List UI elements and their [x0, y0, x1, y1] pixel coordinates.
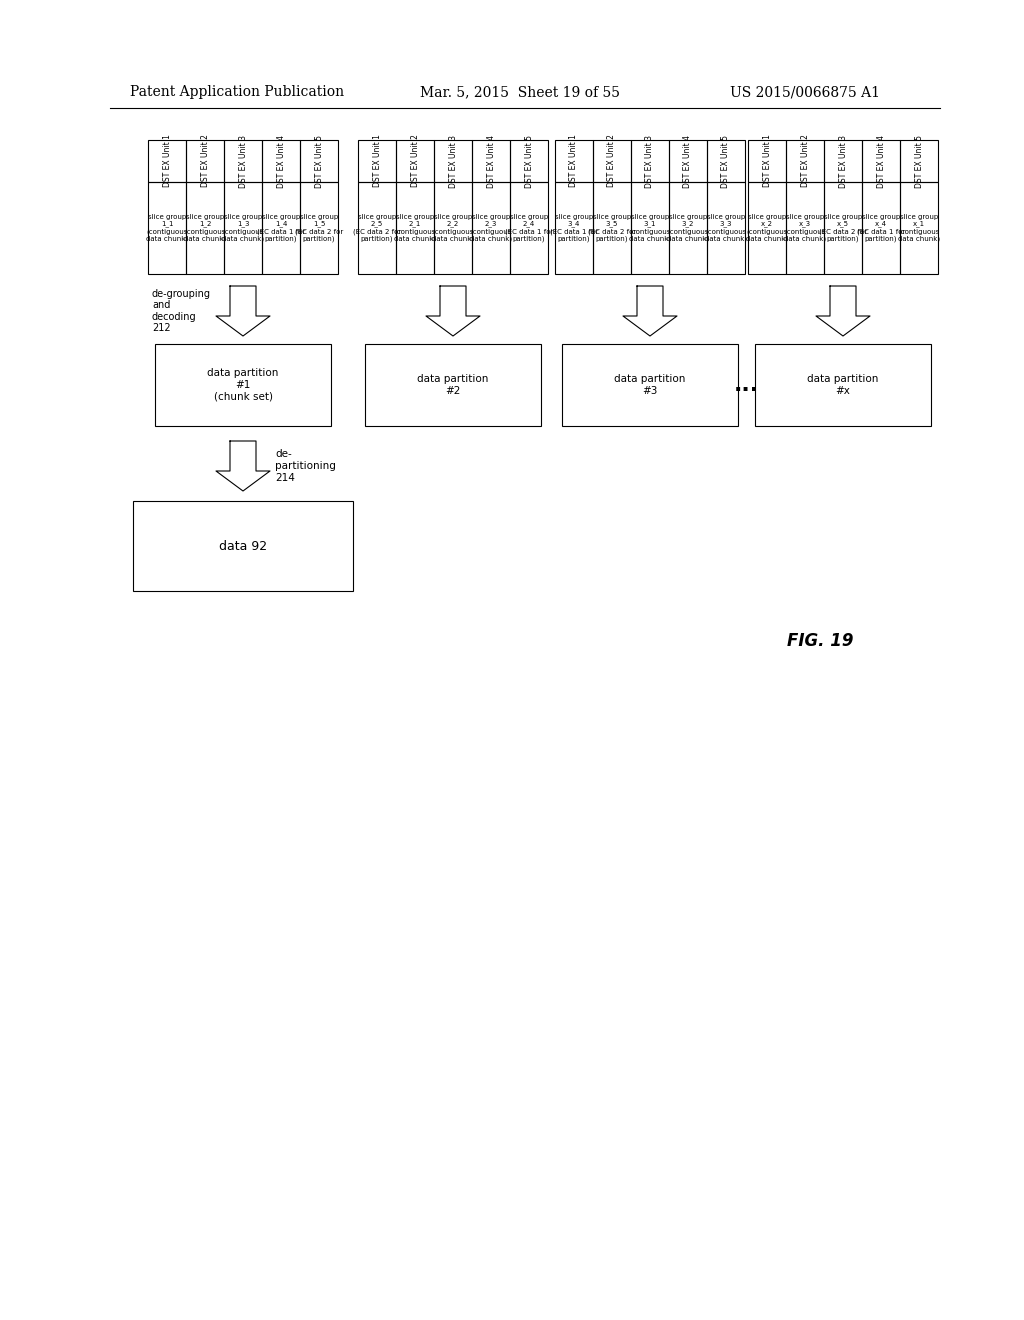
- Text: DST EX Unit 5: DST EX Unit 5: [914, 135, 924, 187]
- Bar: [300, 182, 338, 275]
- Text: slice group
2_3
(contiguous
data chunk): slice group 2_3 (contiguous data chunk): [470, 214, 512, 243]
- Text: slice group
2_1
(contiguous
data chunk): slice group 2_1 (contiguous data chunk): [394, 214, 436, 243]
- Text: slice group
3_4
(EC data 1 for
partition): slice group 3_4 (EC data 1 for partition…: [550, 214, 598, 243]
- Bar: [186, 182, 224, 275]
- Text: DST EX Unit 3: DST EX Unit 3: [449, 135, 458, 187]
- Text: slice group
x_4
(EC data 1 for
partition): slice group x_4 (EC data 1 for partition…: [857, 214, 905, 243]
- Text: slice group
1_1
(contiguous
data chunk): slice group 1_1 (contiguous data chunk): [146, 214, 188, 243]
- Bar: [155, 345, 331, 426]
- Text: slice group
1_4
(EC data 1 for
partition): slice group 1_4 (EC data 1 for partition…: [257, 214, 305, 243]
- Text: DST EX Unit 1: DST EX Unit 1: [763, 135, 771, 187]
- Bar: [148, 182, 186, 275]
- Text: slice group
2_4
(EC data 1 for
partition): slice group 2_4 (EC data 1 for partition…: [505, 214, 553, 243]
- Text: FIG. 19: FIG. 19: [786, 632, 853, 649]
- Bar: [358, 182, 396, 275]
- Text: slice group
x_3
(contiguous
data chunk): slice group x_3 (contiguous data chunk): [784, 214, 826, 243]
- Text: DST EX Unit 3: DST EX Unit 3: [839, 135, 848, 187]
- Text: data partition
#1
(chunk set): data partition #1 (chunk set): [207, 368, 279, 401]
- Text: slice group
3_1
(contiguous
data chunk): slice group 3_1 (contiguous data chunk): [629, 214, 671, 243]
- Bar: [707, 182, 745, 275]
- Bar: [396, 140, 434, 182]
- Text: slice group
1_3
(contiguous
data chunk): slice group 1_3 (contiguous data chunk): [222, 214, 264, 243]
- Bar: [593, 140, 631, 182]
- Text: data partition
#2: data partition #2: [418, 374, 488, 396]
- Bar: [786, 182, 824, 275]
- Text: DST EX Unit 2: DST EX Unit 2: [607, 135, 616, 187]
- Bar: [900, 140, 938, 182]
- Text: DST EX Unit 1: DST EX Unit 1: [373, 135, 382, 187]
- Bar: [186, 140, 224, 182]
- Text: slice group
x_1
(contiguous
data chunk): slice group x_1 (contiguous data chunk): [898, 214, 940, 243]
- Text: DST EX Unit 2: DST EX Unit 2: [411, 135, 420, 187]
- Text: Mar. 5, 2015  Sheet 19 of 55: Mar. 5, 2015 Sheet 19 of 55: [420, 84, 620, 99]
- Bar: [148, 140, 186, 182]
- Text: slice group
2_2
(contiguous
data chunk): slice group 2_2 (contiguous data chunk): [432, 214, 474, 243]
- Bar: [472, 140, 510, 182]
- Bar: [262, 182, 300, 275]
- Text: DST EX Unit 3: DST EX Unit 3: [645, 135, 654, 187]
- Text: slice group
3_2
(contiguous
data chunk): slice group 3_2 (contiguous data chunk): [667, 214, 709, 243]
- Text: US 2015/0066875 A1: US 2015/0066875 A1: [730, 84, 880, 99]
- Bar: [755, 345, 931, 426]
- Bar: [365, 345, 541, 426]
- Bar: [748, 140, 786, 182]
- Bar: [786, 140, 824, 182]
- Bar: [862, 182, 900, 275]
- Bar: [631, 182, 669, 275]
- Bar: [824, 140, 862, 182]
- Text: data partition
#x: data partition #x: [807, 374, 879, 396]
- Bar: [472, 182, 510, 275]
- Bar: [300, 140, 338, 182]
- Bar: [224, 140, 262, 182]
- Text: DST EX Unit 5: DST EX Unit 5: [722, 135, 730, 187]
- Bar: [510, 182, 548, 275]
- Bar: [669, 140, 707, 182]
- Text: slice group
x_5
(EC data 2 for
partition): slice group x_5 (EC data 2 for partition…: [819, 214, 867, 243]
- Bar: [824, 182, 862, 275]
- Text: DST EX Unit 5: DST EX Unit 5: [314, 135, 324, 187]
- Bar: [224, 182, 262, 275]
- Text: Patent Application Publication: Patent Application Publication: [130, 84, 344, 99]
- Bar: [748, 182, 786, 275]
- Bar: [593, 182, 631, 275]
- Text: data 92: data 92: [219, 540, 267, 553]
- Bar: [555, 182, 593, 275]
- Text: DST EX Unit 4: DST EX Unit 4: [877, 135, 886, 187]
- Text: data partition
#3: data partition #3: [614, 374, 686, 396]
- Bar: [434, 140, 472, 182]
- Text: slice group
3_3
(contiguous
data chunk): slice group 3_3 (contiguous data chunk): [705, 214, 748, 243]
- Bar: [262, 140, 300, 182]
- Text: slice group
1_2
(contiguous
data chunk): slice group 1_2 (contiguous data chunk): [184, 214, 226, 243]
- Text: DST EX Unit 2: DST EX Unit 2: [201, 135, 210, 187]
- Text: DST EX Unit 4: DST EX Unit 4: [276, 135, 286, 187]
- Text: slice group
x_2
(contiguous
data chunk): slice group x_2 (contiguous data chunk): [745, 214, 788, 243]
- Text: de-grouping
and
decoding
212: de-grouping and decoding 212: [152, 289, 211, 334]
- Bar: [707, 140, 745, 182]
- Bar: [900, 182, 938, 275]
- Bar: [434, 182, 472, 275]
- Text: DST EX Unit 1: DST EX Unit 1: [163, 135, 171, 187]
- Text: DST EX Unit 5: DST EX Unit 5: [524, 135, 534, 187]
- Bar: [562, 345, 738, 426]
- Text: DST EX Unit 4: DST EX Unit 4: [683, 135, 692, 187]
- Bar: [631, 140, 669, 182]
- Bar: [862, 140, 900, 182]
- Text: slice group
3_5
(EC data 2 for
partition): slice group 3_5 (EC data 2 for partition…: [588, 214, 636, 243]
- Text: slice group
1_5
(EC data 2 for
partition): slice group 1_5 (EC data 2 for partition…: [295, 214, 343, 243]
- Text: DST EX Unit 4: DST EX Unit 4: [486, 135, 496, 187]
- Text: DST EX Unit 2: DST EX Unit 2: [801, 135, 810, 187]
- Bar: [358, 140, 396, 182]
- Text: slice group
2_5
(EC data 2 for
partition): slice group 2_5 (EC data 2 for partition…: [353, 214, 401, 243]
- Text: DST EX Unit 3: DST EX Unit 3: [239, 135, 248, 187]
- Bar: [133, 502, 353, 591]
- Bar: [510, 140, 548, 182]
- Bar: [396, 182, 434, 275]
- Text: de-
partitioning
214: de- partitioning 214: [275, 449, 336, 483]
- Text: DST EX Unit 1: DST EX Unit 1: [569, 135, 579, 187]
- Bar: [669, 182, 707, 275]
- Text: ...: ...: [734, 375, 759, 395]
- Bar: [555, 140, 593, 182]
